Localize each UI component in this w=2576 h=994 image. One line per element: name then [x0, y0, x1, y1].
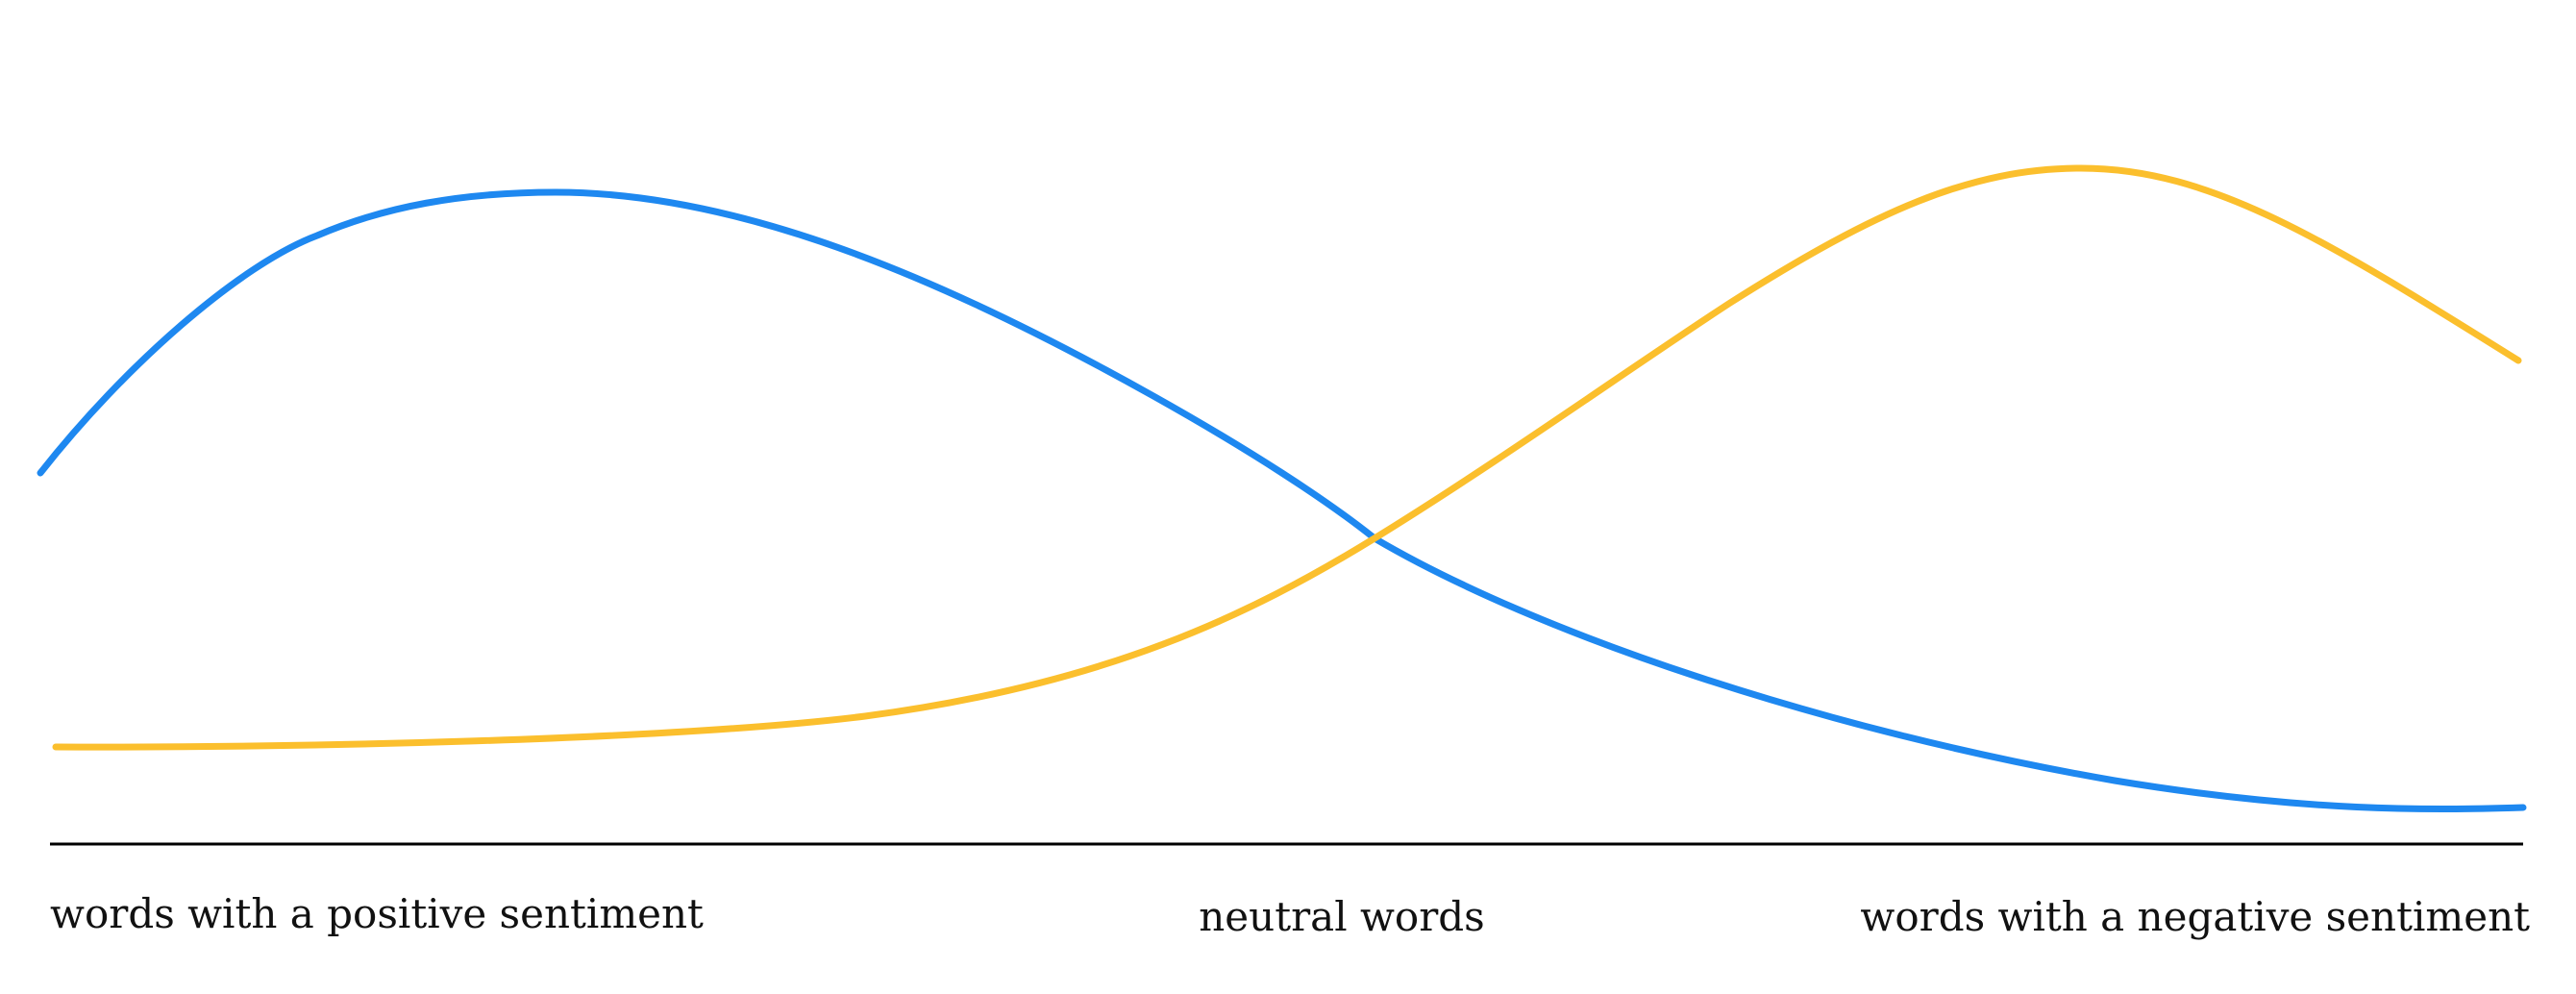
label-negative-sentiment: words with a negative sentiment — [1860, 893, 2530, 940]
blue-curve — [37, 188, 2527, 813]
label-positive-sentiment: words with a positive sentiment — [50, 890, 704, 937]
yellow-curve — [52, 164, 2522, 751]
label-neutral-words: neutral words — [1199, 893, 1485, 940]
